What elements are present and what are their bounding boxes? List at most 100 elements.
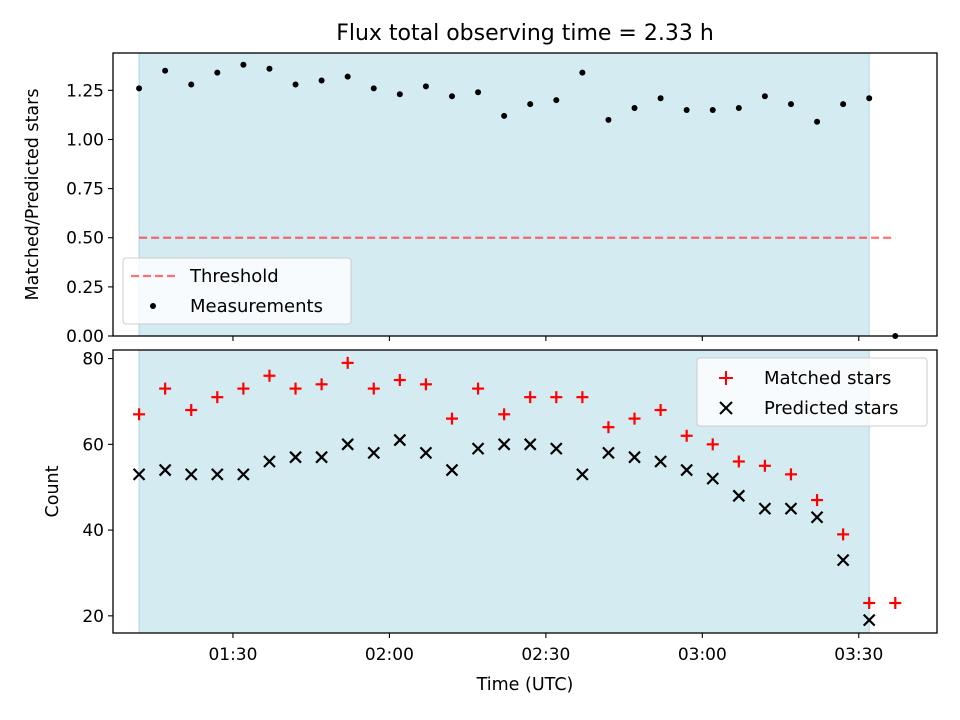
x-tick-label: 03:00 bbox=[678, 645, 727, 665]
measurement-point bbox=[553, 97, 560, 104]
bottom-y-tick-label: 20 bbox=[82, 607, 104, 627]
predicted-stars-point bbox=[523, 438, 537, 451]
measurement-point bbox=[814, 118, 821, 125]
top-panel: 0.00 0.25 0.50 0.75 1.00 1.25 Matched/Predict… bbox=[23, 52, 938, 347]
matched-stars-point bbox=[185, 404, 198, 417]
bottom-legend: Matched stars Predicted stars bbox=[696, 357, 928, 427]
bottom-legend-box bbox=[696, 357, 928, 427]
matched-stars-point bbox=[732, 455, 745, 468]
measurement-point bbox=[448, 93, 455, 100]
matched-stars-point bbox=[315, 378, 328, 391]
predicted-stars-point bbox=[211, 468, 224, 481]
top-y-tick-label: 0.25 bbox=[66, 278, 104, 298]
predicted-stars-point bbox=[654, 455, 667, 468]
matched-stars-point bbox=[680, 429, 693, 442]
x-tick-label: 02:30 bbox=[521, 645, 570, 665]
matched-stars-point bbox=[863, 596, 876, 609]
matched-stars-point bbox=[628, 412, 641, 425]
predicted-stars-point bbox=[184, 468, 198, 481]
predicted-stars-point bbox=[263, 455, 276, 468]
measurement-point bbox=[840, 101, 847, 108]
matched-stars-point bbox=[837, 528, 850, 541]
bottom-y-tick-label: 80 bbox=[82, 350, 104, 370]
measurement-point bbox=[370, 85, 377, 92]
matched-stars-point bbox=[811, 494, 824, 507]
predicted-stars-point bbox=[706, 472, 720, 485]
chart-title: Flux total observing time = 2.33 h bbox=[336, 21, 714, 46]
predicted-stars-point bbox=[289, 450, 302, 464]
measurement-point bbox=[136, 85, 143, 92]
measurement-point bbox=[709, 106, 716, 113]
predicted-stars-point bbox=[550, 442, 563, 455]
predicted-stars-point bbox=[836, 553, 850, 567]
top-y-axis-label: Matched/Predicted stars bbox=[23, 89, 43, 301]
measurement-point bbox=[787, 101, 794, 108]
measurement-point bbox=[396, 91, 403, 98]
bottom-y-tick-label: 60 bbox=[82, 435, 104, 455]
matched-stars-point bbox=[602, 421, 615, 434]
predicted-legend-swatch bbox=[719, 401, 733, 415]
matched-stars-point bbox=[784, 468, 797, 481]
predicted-stars-point bbox=[367, 446, 381, 460]
measurement-point bbox=[266, 65, 273, 72]
matched-stars-point bbox=[445, 412, 458, 425]
predicted-stars-point bbox=[471, 442, 485, 455]
measurement-point bbox=[162, 67, 169, 74]
matched-stars-point bbox=[263, 369, 276, 382]
matched-stars-point bbox=[550, 391, 563, 404]
top-legend-box bbox=[122, 257, 352, 325]
predicted-stars-point bbox=[602, 446, 615, 460]
predicted-stars-point bbox=[576, 468, 589, 481]
measurement-point bbox=[240, 61, 247, 68]
predicted-stars-point bbox=[237, 468, 250, 481]
measurement-point bbox=[579, 69, 586, 76]
bottom-x-ticks: 01:30 02:00 02:30 03:00 03:30 bbox=[208, 633, 883, 665]
measurement-point bbox=[657, 95, 664, 102]
top-y-tick-label: 1.25 bbox=[66, 81, 104, 101]
measurement-point bbox=[188, 81, 195, 88]
measurements-legend-swatch bbox=[150, 303, 156, 309]
predicted-stars-point bbox=[315, 450, 328, 464]
matched-stars-point bbox=[211, 391, 224, 404]
bottom-y-tick-label: 40 bbox=[82, 521, 104, 541]
predicted-stars-point bbox=[419, 446, 433, 460]
top-y-tick-label: 0.50 bbox=[66, 229, 104, 249]
x-tick-label: 03:30 bbox=[834, 645, 883, 665]
measurement-point bbox=[318, 77, 325, 84]
predicted-stars-point bbox=[732, 489, 746, 503]
threshold-legend-label: Threshold bbox=[189, 266, 279, 287]
predicted-stars-point bbox=[445, 463, 459, 477]
matched-stars-point bbox=[654, 404, 667, 417]
top-legend: Threshold Measurements bbox=[122, 257, 352, 325]
matched-stars-point bbox=[367, 382, 380, 395]
bottom-plot-area bbox=[132, 349, 902, 634]
predicted-stars-point bbox=[784, 502, 798, 515]
measurement-point bbox=[292, 81, 299, 88]
top-y-tick-label: 0.00 bbox=[66, 327, 104, 347]
measurements-legend-label: Measurements bbox=[190, 296, 323, 317]
matched-stars-point bbox=[706, 438, 719, 451]
predicted-stars-point bbox=[158, 463, 172, 477]
matched-stars-point bbox=[472, 382, 485, 395]
matched-stars-point bbox=[524, 391, 537, 404]
top-x-ticks bbox=[232, 336, 860, 341]
bottom-axes-frame bbox=[112, 349, 938, 634]
measurement-point bbox=[735, 105, 742, 112]
predicted-stars-point bbox=[862, 613, 876, 627]
predicted-stars-point bbox=[132, 468, 146, 481]
top-y-tick-label: 1.00 bbox=[66, 130, 104, 150]
bottom-panel: 20 40 60 80 01:30 02:00 02:30 03:00 03:30 Count… bbox=[43, 349, 938, 695]
predicted-stars-point bbox=[758, 502, 772, 515]
predicted-stars-point bbox=[810, 510, 824, 524]
measurement-point bbox=[761, 93, 768, 100]
measurement-point bbox=[475, 89, 482, 96]
measurement-point bbox=[605, 116, 612, 123]
matched-stars-point bbox=[341, 356, 354, 369]
matched-stars-point bbox=[576, 391, 589, 404]
predicted-stars-point bbox=[680, 463, 693, 477]
measurement-point bbox=[422, 83, 429, 90]
matched-stars-point bbox=[133, 408, 146, 421]
measurement-point bbox=[501, 112, 508, 119]
predicted-legend-label: Predicted stars bbox=[764, 398, 898, 419]
